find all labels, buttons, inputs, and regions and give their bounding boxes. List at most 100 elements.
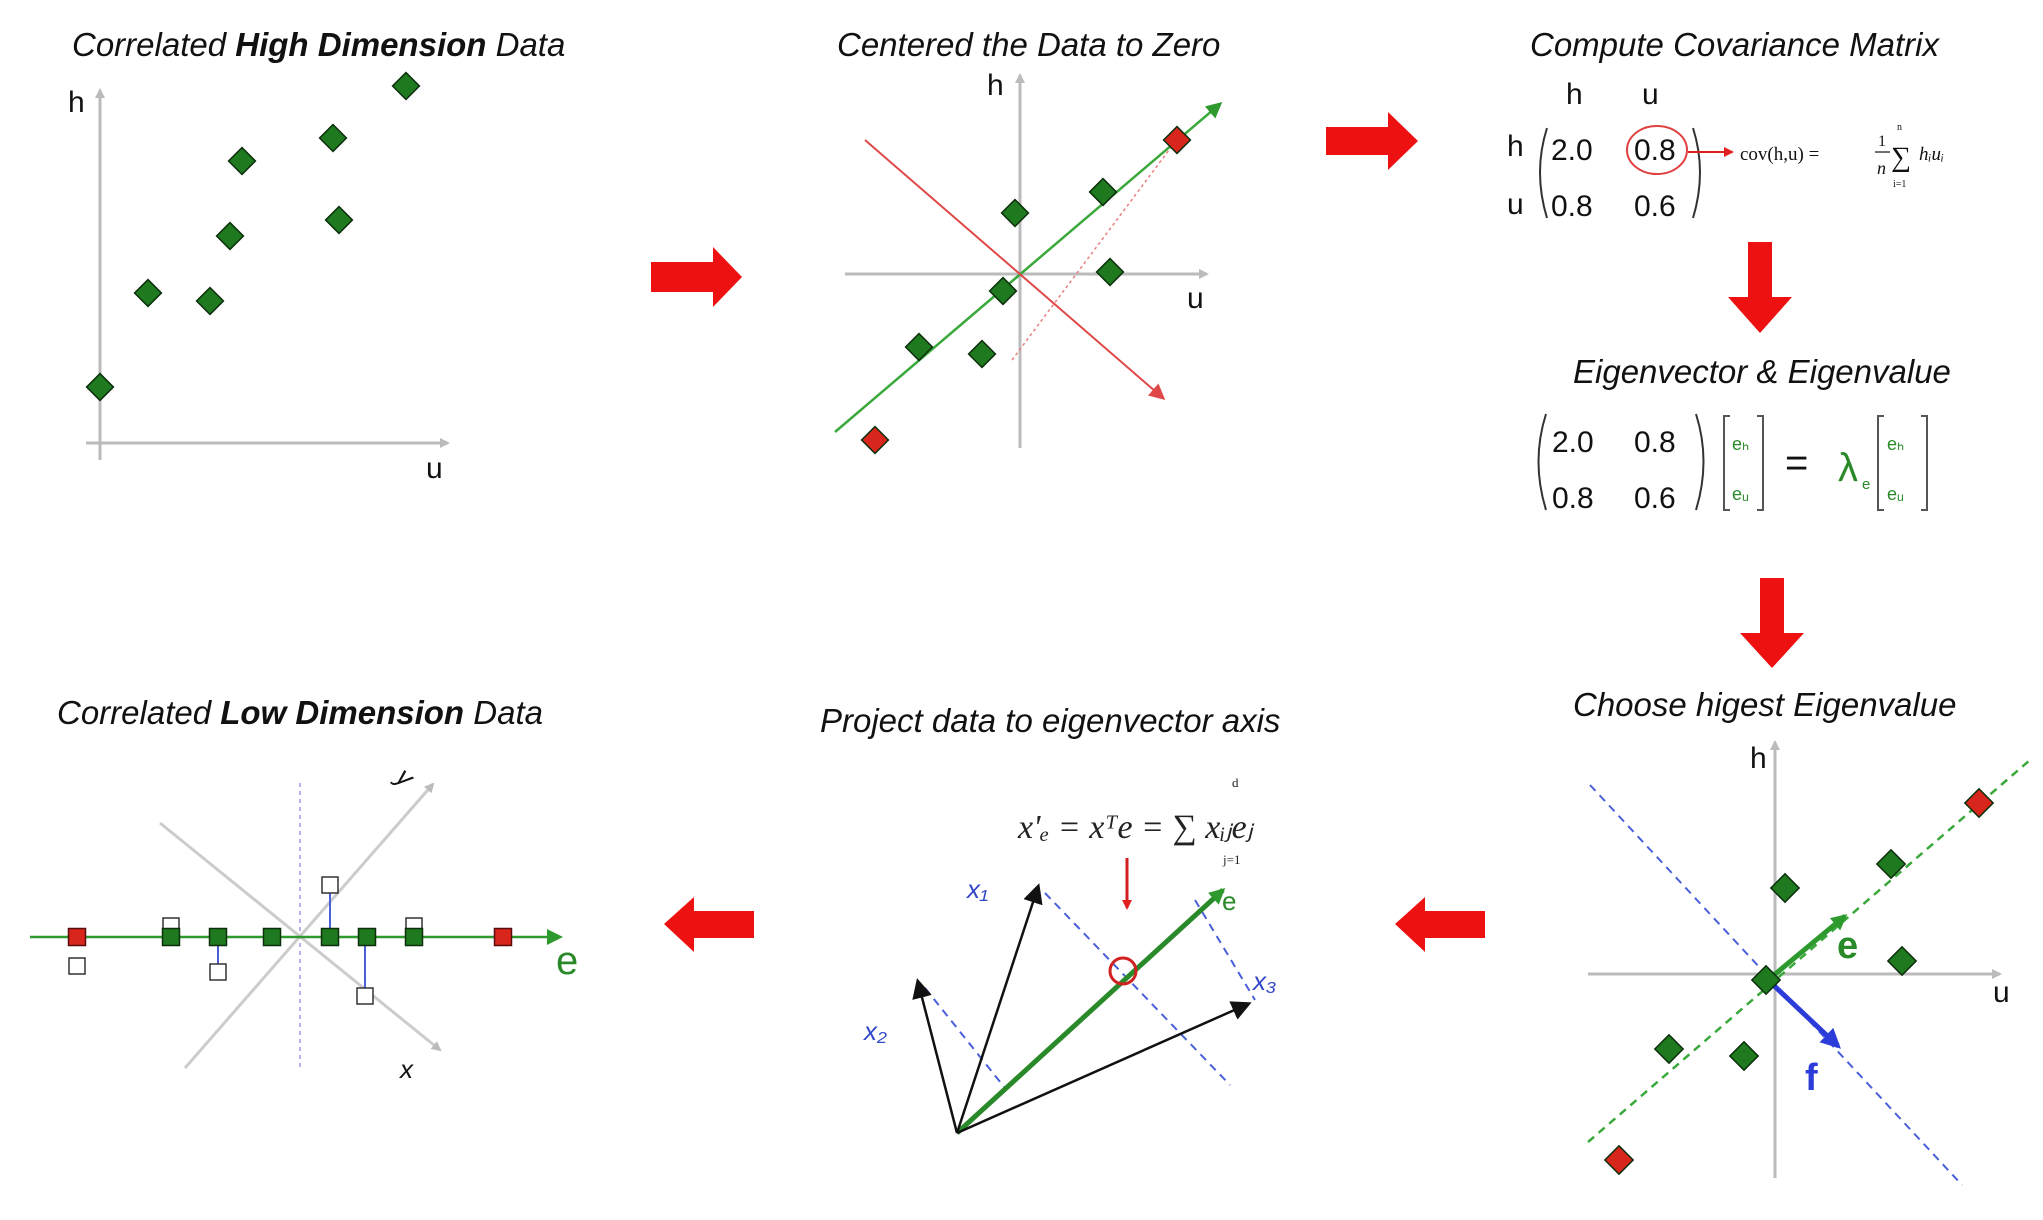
panel-low-dimension: Correlated Low Dimension Data y x e [30,694,578,1084]
panel-centered: Centered the Data to Zero h u [834,26,1223,455]
p4-vec1-left-bracket [1723,415,1730,511]
flow-arrow-right-2 [1326,112,1418,170]
data-point [1728,1040,1760,1072]
data-point [904,332,934,362]
panel2-title: Centered the Data to Zero [837,26,1220,63]
p3-m12: 0.8 [1634,134,1676,167]
p6-dashed-x1 [1044,892,1231,1086]
outlier-point [1963,787,1995,819]
data-point [1095,257,1125,287]
p3-col-h: h [1566,78,1583,111]
panel4-title: Eigenvector & Eigenvalue [1573,353,1951,390]
p6-formula-sum-top: d [1232,775,1239,790]
projected-outlier [67,927,87,947]
p3-formula-sum-top: n [1897,122,1902,133]
panel-choose-eigenvalue: Choose higest Eigenvalue h u e f [1573,686,2031,1186]
p3-right-bracket [1692,127,1701,219]
data-point [85,372,115,402]
data-point [324,205,354,235]
original-point [321,876,339,894]
p5-vector-f [1766,978,1841,1049]
projected-point [208,927,228,947]
p6-formula: x'ₑ = xᵀe = ∑ xᵢⱼeⱼ [1017,809,1255,846]
flow-arrow-right-1 [651,247,742,307]
p4-m12: 0.8 [1634,426,1676,459]
flow-arrow-left-1 [1395,897,1485,952]
projected-point [404,927,424,947]
data-point [133,278,163,308]
p1-u-label: u [426,452,443,485]
p1-h-label: h [68,86,85,119]
panel-project: Project data to eigenvector axis x'ₑ = x… [820,702,1280,1135]
p6-e-label: e [1222,886,1236,916]
original-point [209,963,227,981]
p4-m22: 0.6 [1634,482,1676,515]
p6-x3-label: x₃ [1251,966,1276,996]
p3-m21: 0.8 [1551,190,1593,223]
original-point [356,987,374,1005]
data-point [1653,1033,1685,1065]
panel-high-dimension: Correlated High Dimension Data h u [68,26,565,485]
p6-vector-e [955,887,1226,1135]
data-point [215,221,245,251]
p4-equals: = [1785,441,1808,485]
p4-vec2-left-bracket [1877,415,1884,511]
p6-x2-label: x₂ [862,1016,887,1046]
data-point [988,276,1018,306]
data-point [227,146,257,176]
panel6-title: Project data to eigenvector axis [820,702,1280,739]
p3-formula-frac-num: 1 [1878,133,1886,150]
p5-u-label: u [1993,976,2010,1009]
p5-h-label: h [1750,742,1767,775]
data-point [1769,872,1801,904]
data-point [391,71,421,101]
p6-projection-circle [1108,956,1138,986]
data-point [967,339,997,369]
p1-data-points [85,71,421,402]
panel3-title: Compute Covariance Matrix [1530,26,1940,63]
p5-e-label: e [1837,925,1858,967]
p6-x1-label: x₁ [965,874,988,904]
p4-vec2-bottom: eᵤ [1887,484,1904,504]
p3-formula-lhs: cov(h,u) = [1740,144,1819,165]
p7-y-label: y [389,760,421,794]
panel-covariance: Compute Covariance Matrix h u h u 2.0 0.… [1507,26,1944,223]
p7-x-label: x [398,1054,414,1084]
p3-highlight-circle [1626,125,1688,175]
p4-vec1-top: eₕ [1732,434,1749,454]
p4-left-bracket [1537,413,1547,511]
panel-eigen: Eigenvector & Eigenvalue 2.0 0.8 0.8 0.6… [1537,353,1951,515]
p7-y-axis [183,782,435,1069]
p4-lambda: λ [1838,446,1858,490]
p5-f-label: f [1805,1057,1818,1099]
outlier-point [1162,125,1192,155]
p4-vec2-top: eₕ [1887,434,1904,454]
p4-m11: 2.0 [1552,426,1594,459]
data-point [1875,848,1907,880]
flow-arrow-down-2 [1740,578,1804,668]
p7-e-label: e [556,939,578,983]
panel7-title: Correlated Low Dimension Data [57,694,543,731]
p2-orthogonal-line [864,139,1166,400]
projected-point [357,927,377,947]
data-point [195,286,225,316]
projected-point [320,927,340,947]
p3-m11: 2.0 [1551,134,1593,167]
p4-lambda-sub: e [1862,476,1870,493]
panel5-title: Choose higest Eigenvalue [1573,686,1956,723]
p4-right-bracket [1695,413,1705,511]
p4-vec1-right-bracket [1757,415,1764,511]
p2-h-label: h [987,69,1004,102]
p5-vector-e [1766,914,1848,982]
p2-principal-line [834,102,1223,433]
p3-formula-sum-bottom: i=1 [1893,179,1906,190]
outlier-point [860,425,890,455]
p6-dashed-x2 [924,987,1006,1089]
p6-formula-sum-bottom: j=1 [1222,852,1240,867]
projected-point [262,927,282,947]
p3-m22: 0.6 [1634,190,1676,223]
flow-arrow-down-1 [1728,242,1792,333]
p6-dashed-x3 [1194,899,1256,1001]
outlier-point [1603,1144,1635,1176]
